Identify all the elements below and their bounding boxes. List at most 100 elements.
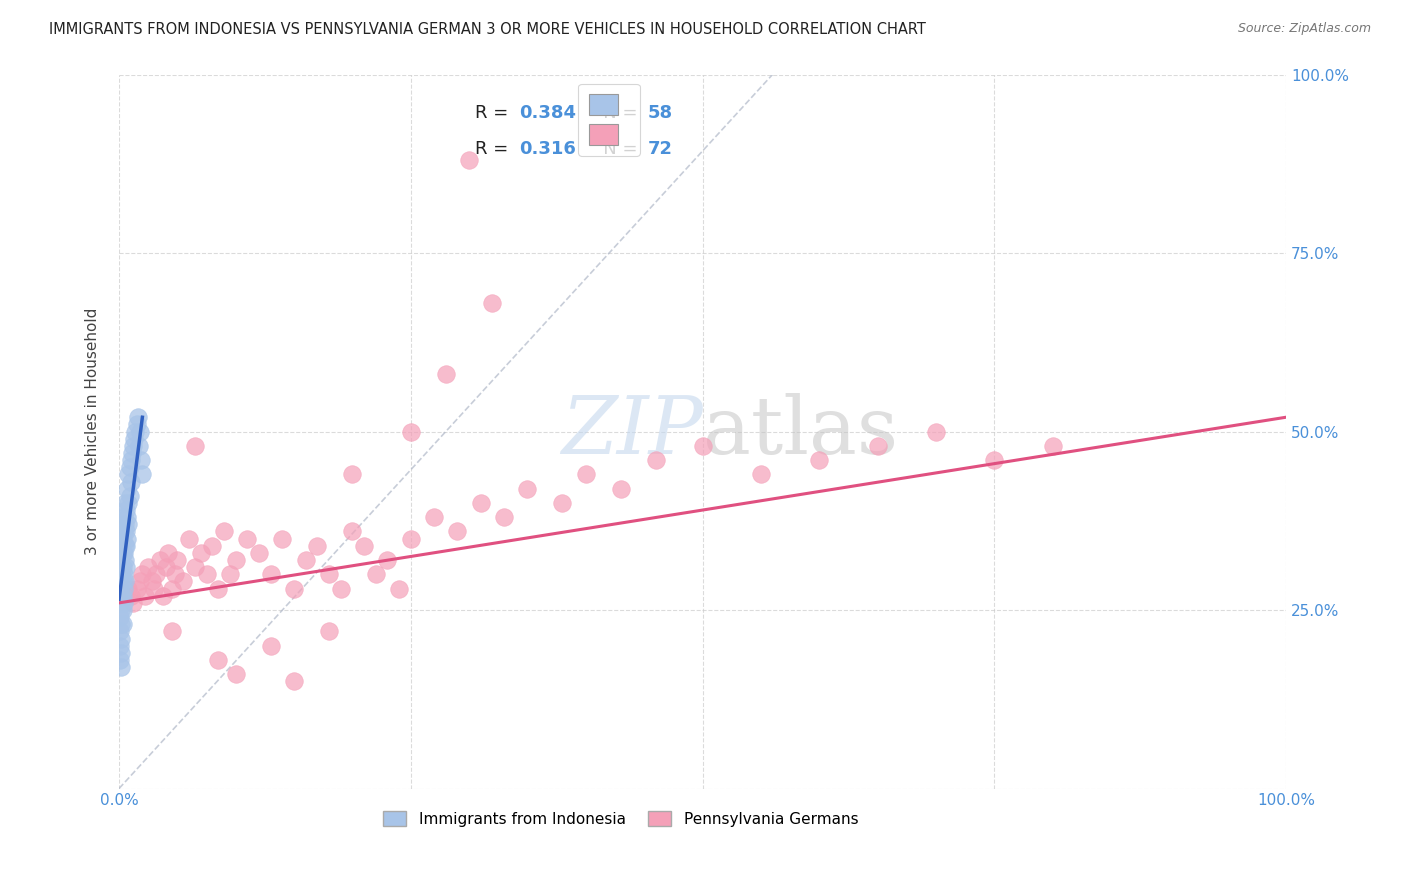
Point	[247, 546, 270, 560]
Point	[131, 567, 153, 582]
Point	[110, 589, 132, 603]
Point	[212, 524, 235, 539]
Point	[115, 524, 138, 539]
Point	[117, 582, 139, 596]
Point	[318, 567, 340, 582]
Point	[342, 467, 364, 482]
Point	[117, 517, 139, 532]
Point	[260, 639, 283, 653]
Point	[110, 624, 132, 639]
Point	[114, 517, 136, 532]
Point	[155, 560, 177, 574]
Point	[494, 510, 516, 524]
Point	[446, 524, 468, 539]
Point	[551, 496, 574, 510]
Point	[112, 596, 135, 610]
Point	[271, 532, 294, 546]
Point	[177, 532, 200, 546]
Point	[399, 425, 422, 439]
Text: 72: 72	[648, 140, 672, 158]
Point	[124, 425, 146, 439]
Point	[118, 489, 141, 503]
Point	[644, 453, 666, 467]
Point	[225, 553, 247, 567]
Point	[152, 589, 174, 603]
Point	[110, 610, 132, 624]
Point	[925, 425, 948, 439]
Point	[434, 368, 457, 382]
Point	[112, 582, 135, 596]
Point	[110, 567, 132, 582]
Point	[122, 439, 145, 453]
Point	[225, 667, 247, 681]
Point	[294, 553, 316, 567]
Point	[458, 153, 481, 168]
Point	[117, 496, 139, 510]
Point	[184, 439, 207, 453]
Point	[283, 674, 305, 689]
Point	[110, 603, 132, 617]
Point	[1042, 439, 1064, 453]
Text: 58: 58	[648, 104, 673, 122]
Point	[149, 553, 172, 567]
Point	[122, 596, 145, 610]
Point	[115, 503, 138, 517]
Point	[111, 589, 134, 603]
Point	[166, 553, 188, 567]
Point	[145, 567, 167, 582]
Point	[399, 532, 422, 546]
Point	[112, 546, 135, 560]
Point	[219, 567, 242, 582]
Point	[157, 546, 180, 560]
Point	[110, 646, 132, 660]
Text: N =: N =	[586, 104, 643, 122]
Point	[114, 553, 136, 567]
Point	[125, 582, 148, 596]
Text: R =: R =	[475, 104, 515, 122]
Point	[115, 560, 138, 574]
Point	[112, 567, 135, 582]
Text: 0.384: 0.384	[519, 104, 576, 122]
Point	[516, 482, 538, 496]
Point	[111, 546, 134, 560]
Point	[983, 453, 1005, 467]
Point	[165, 567, 187, 582]
Point	[329, 582, 352, 596]
Point	[110, 582, 132, 596]
Point	[575, 467, 598, 482]
Point	[283, 582, 305, 596]
Point	[129, 453, 152, 467]
Point	[120, 453, 142, 467]
Point	[808, 453, 831, 467]
Text: 0.316: 0.316	[519, 140, 576, 158]
Point	[110, 639, 132, 653]
Point	[111, 617, 134, 632]
Point	[377, 553, 399, 567]
Point	[110, 539, 132, 553]
Point	[160, 582, 183, 596]
Point	[136, 560, 159, 574]
Point	[122, 432, 145, 446]
Point	[114, 589, 136, 603]
Point	[423, 510, 446, 524]
Point	[115, 532, 138, 546]
Point	[201, 539, 224, 553]
Point	[112, 524, 135, 539]
Point	[364, 567, 387, 582]
Point	[110, 567, 132, 582]
Text: R =: R =	[475, 140, 515, 158]
Point	[131, 467, 153, 482]
Point	[115, 539, 138, 553]
Point	[866, 439, 889, 453]
Point	[190, 546, 212, 560]
Text: Source: ZipAtlas.com: Source: ZipAtlas.com	[1237, 22, 1371, 36]
Point	[207, 582, 229, 596]
Point	[129, 574, 152, 589]
Text: IMMIGRANTS FROM INDONESIA VS PENNSYLVANIA GERMAN 3 OR MORE VEHICLES IN HOUSEHOLD: IMMIGRANTS FROM INDONESIA VS PENNSYLVANI…	[49, 22, 927, 37]
Point	[143, 582, 166, 596]
Point	[110, 596, 132, 610]
Point	[115, 482, 138, 496]
Text: N =: N =	[586, 140, 643, 158]
Point	[749, 467, 772, 482]
Point	[207, 653, 229, 667]
